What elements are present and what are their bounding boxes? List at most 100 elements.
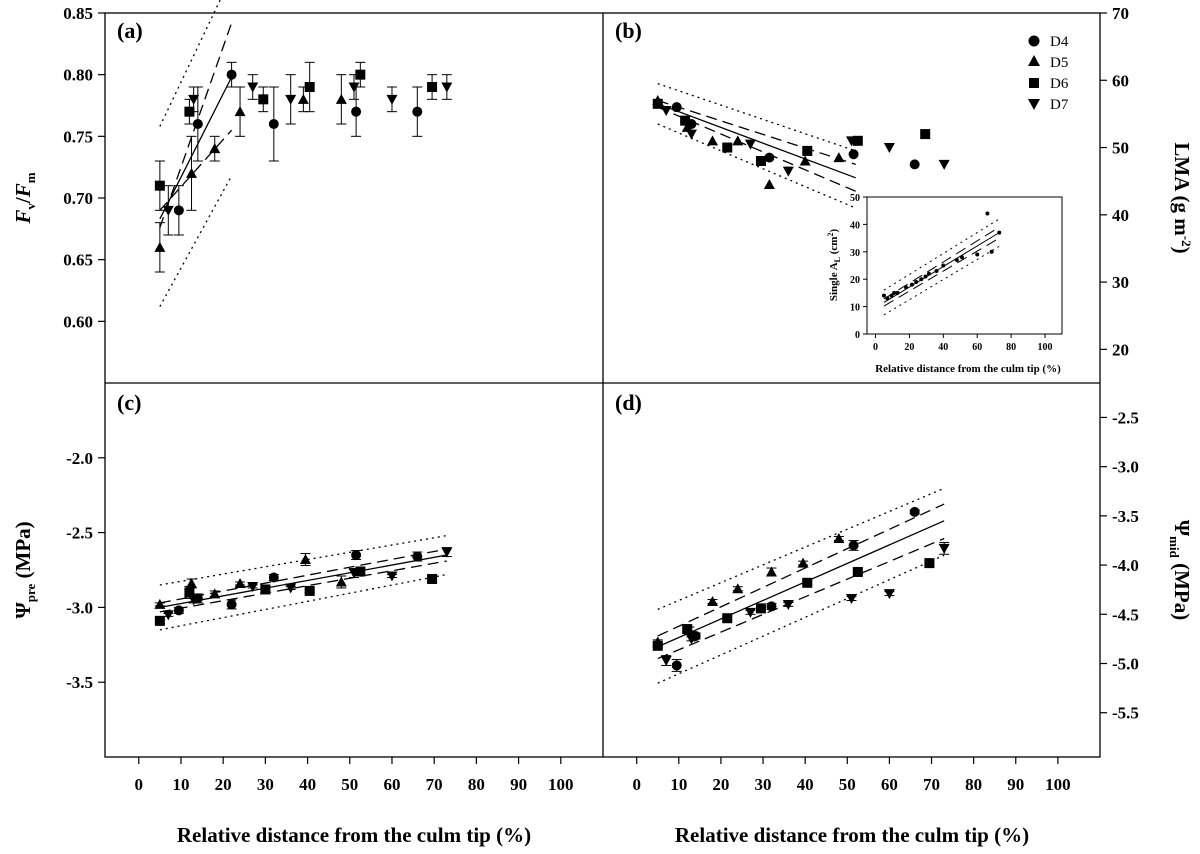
panel-d-point-d5 — [707, 595, 719, 606]
panel-d-x-tick-label: 30 — [755, 775, 772, 794]
panel-a-point-d7 — [386, 94, 398, 105]
panel-c-x-tick-label: 30 — [257, 775, 274, 794]
panel-b-point-d6 — [852, 135, 863, 146]
panel-b-y-tick-label: 50 — [1112, 139, 1129, 158]
panel-b-point-d4 — [909, 159, 920, 170]
inset-point — [923, 274, 928, 279]
panel-c-y-tick-label: -2.0 — [66, 449, 93, 468]
panel-b-point-d5 — [681, 121, 693, 132]
panel-d-point-d7 — [938, 543, 950, 554]
panel-b-y-tick-label: 20 — [1112, 340, 1129, 359]
panel-b-point-d5 — [732, 135, 744, 146]
panel-a-y-tick-label: 0.60 — [63, 312, 93, 331]
inset-y-tick-label: 30 — [850, 248, 860, 259]
panel-a-point-d7 — [441, 82, 453, 93]
inset-prediction-band-lower — [883, 245, 1000, 316]
inset-confidence-band-upper — [883, 226, 1000, 300]
panel-d-regression-line — [657, 520, 945, 648]
panel-tag-d: (d) — [615, 390, 642, 415]
inset-point — [954, 258, 959, 263]
panel-b-point-d7 — [685, 129, 697, 140]
panel-c-point-d7 — [247, 581, 259, 592]
panel-c-prediction-band-lower — [159, 573, 447, 631]
panel-b-point-d6 — [722, 142, 733, 153]
panel-c-x-tick-label: 100 — [548, 775, 574, 794]
panel-b-y-tick-label: 60 — [1112, 71, 1129, 90]
inset-x-tick-label: 100 — [1038, 342, 1053, 353]
inset-point — [885, 296, 890, 301]
panel-d-confidence-band-lower — [657, 537, 945, 660]
panel-d-point-d4 — [671, 660, 682, 671]
panel-c-regression-line — [159, 554, 447, 609]
inset-prediction-band-upper — [883, 218, 1000, 291]
inset-x-tick-label: 40 — [938, 342, 948, 353]
inset-y-tick-label: 0 — [855, 330, 860, 341]
panel-c-x-tick-label: 90 — [510, 775, 527, 794]
panel-d-y-tick-label: -3.5 — [1112, 507, 1139, 526]
panel-d-x-tick-label: 40 — [797, 775, 814, 794]
panel-a-point-d5 — [186, 167, 198, 178]
panel-d-confidence-band-upper — [657, 503, 945, 637]
panel-c-point-d6 — [260, 584, 271, 595]
panel-b-point-d7 — [782, 166, 794, 177]
y-axis-title-b: LMA (g m-2) — [1170, 142, 1194, 253]
panel-c-point-d6 — [427, 573, 438, 584]
legend-label-d5: D5 — [1050, 55, 1068, 71]
panel-c-x-tick-label: 0 — [135, 775, 144, 794]
panel-tag-b: (b) — [615, 18, 642, 43]
panel-a-point-d6 — [355, 69, 366, 80]
inset-point — [985, 211, 990, 216]
panel-c-point-d4 — [268, 572, 279, 583]
panel-b-point-d5 — [799, 155, 811, 166]
panel-c-point-d4 — [351, 550, 362, 561]
panel-c-point-d5 — [299, 554, 311, 565]
inset-y-tick-label: 40 — [850, 220, 860, 231]
inset-y-axis-title: Single AL (cm2) — [826, 229, 842, 302]
panel-c-y-tick-label: -2.5 — [66, 524, 93, 543]
panel-d-point-d7 — [685, 634, 697, 645]
inset-x-tick-label: 0 — [873, 342, 878, 353]
panel-d-point-d6 — [924, 558, 935, 569]
panel-a-point-d6 — [304, 82, 315, 92]
panel-b-point-d4 — [848, 149, 859, 160]
panel-d-y-tick-label: -5.0 — [1112, 655, 1139, 674]
panel-d-point-d4 — [909, 506, 920, 517]
panel-d-point-d6 — [652, 640, 663, 651]
panel-a-point-d7 — [285, 94, 297, 105]
panel-d-point-d6 — [802, 577, 813, 588]
inset-point — [895, 290, 900, 295]
panel-d-point-d5 — [797, 557, 809, 568]
y-axis-title-d: Ψmid (MPa) — [1167, 520, 1194, 620]
panel-d-point-d7 — [660, 656, 672, 667]
panel-d-y-tick-label: -2.5 — [1112, 408, 1139, 427]
panel-a-point-d4 — [268, 119, 279, 129]
panel-a-point-d5 — [335, 93, 347, 104]
panel-a-point-d5 — [209, 143, 221, 154]
panel-d-point-d7 — [782, 599, 794, 610]
panel-a-y-tick-label: 0.80 — [63, 66, 93, 85]
panel-d-y-tick-label: -3.0 — [1112, 458, 1139, 477]
legend-entry-d5: D5 — [1028, 55, 1068, 71]
y-axis-title-a: Fv/Fm — [11, 172, 38, 224]
panel-c-point-d4 — [173, 605, 184, 616]
inset-point — [926, 271, 931, 276]
panel-c-point-d7 — [386, 571, 398, 582]
legend-entry-d6: D6 — [1029, 76, 1069, 92]
panel-a-point-d6 — [154, 180, 165, 191]
panel-b-point-d7 — [744, 139, 756, 150]
panel-c-point-d5 — [234, 577, 246, 588]
panel-b-point-d6 — [680, 115, 691, 126]
inset-point — [997, 230, 1002, 235]
legend: D4 D5 D6 D7 — [1028, 34, 1069, 113]
panel-a-point-d7 — [247, 82, 259, 93]
panel-a-point-d4 — [412, 106, 423, 117]
panel-c-point-d6 — [304, 585, 315, 596]
panel-d-y-tick-label: -4.0 — [1112, 556, 1139, 575]
inset-x-tick-label: 80 — [1006, 342, 1016, 353]
panel-c-point-d7 — [441, 547, 453, 558]
panel-c-marks: -2.0 -2.5 -3.0 -3.5 0 10 20 30 40 50 60 70 80 90 100 — [66, 449, 573, 794]
panel-c-x-tick-label: 50 — [341, 775, 358, 794]
panel-b-point-d4 — [671, 102, 682, 113]
legend-entry-d4: D4 — [1028, 34, 1069, 50]
